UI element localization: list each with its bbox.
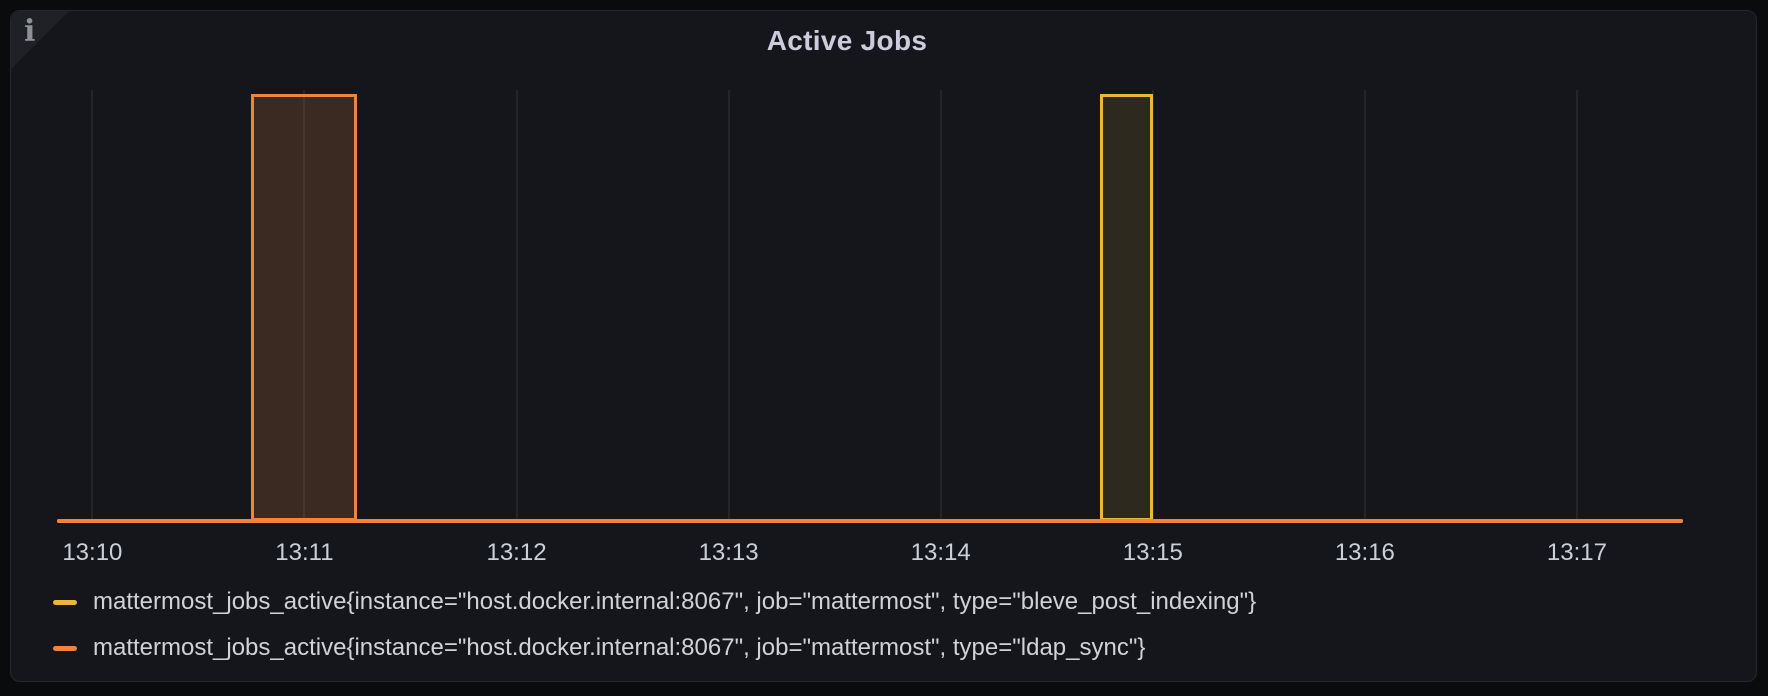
panel-title[interactable]: Active Jobs [766,25,928,56]
x-tick-label: 13:10 [62,539,123,566]
gridline [91,90,94,523]
legend-series-label[interactable]: mattermost_jobs_active{instance="host.do… [93,634,1146,661]
x-tick-label: 13:11 [275,539,334,566]
x-tick-label: 13:16 [1334,539,1395,566]
gridline [1363,90,1366,523]
legend: mattermost_jobs_active{instance="host.do… [53,579,1256,671]
legend-item-bleve-post-indexing[interactable]: mattermost_jobs_active{instance="host.do… [53,579,1256,625]
panel-active-jobs: i Active Jobs 13:10 13:11 13:12 13:13 13:14 1… [10,10,1757,682]
series-baseline-ldap-sync [57,519,1683,523]
x-tick-label: 13:13 [698,539,759,566]
chart-plot-area[interactable]: 13:10 13:11 13:12 13:13 13:14 13:15 13:16 13:17 [57,86,1683,566]
legend-series-swatch[interactable] [53,599,77,605]
x-tick-label: 13:15 [1122,539,1183,566]
gridline [515,90,518,523]
info-icon: i [24,14,36,49]
series-bar-ldap-sync [251,94,358,521]
x-tick-label: 13:14 [910,539,971,566]
gridline [939,90,942,523]
gridline [727,90,730,523]
gridline [1151,90,1154,523]
x-tick-label: 13:17 [1546,539,1607,566]
gridline [1575,90,1578,523]
legend-series-swatch[interactable] [53,645,77,651]
legend-series-label[interactable]: mattermost_jobs_active{instance="host.do… [93,588,1257,615]
legend-item-ldap-sync[interactable]: mattermost_jobs_active{instance="host.do… [53,625,1256,671]
series-bar-bleve-post-indexing [1099,94,1153,521]
x-tick-label: 13:12 [486,539,547,566]
gridline [303,90,306,523]
